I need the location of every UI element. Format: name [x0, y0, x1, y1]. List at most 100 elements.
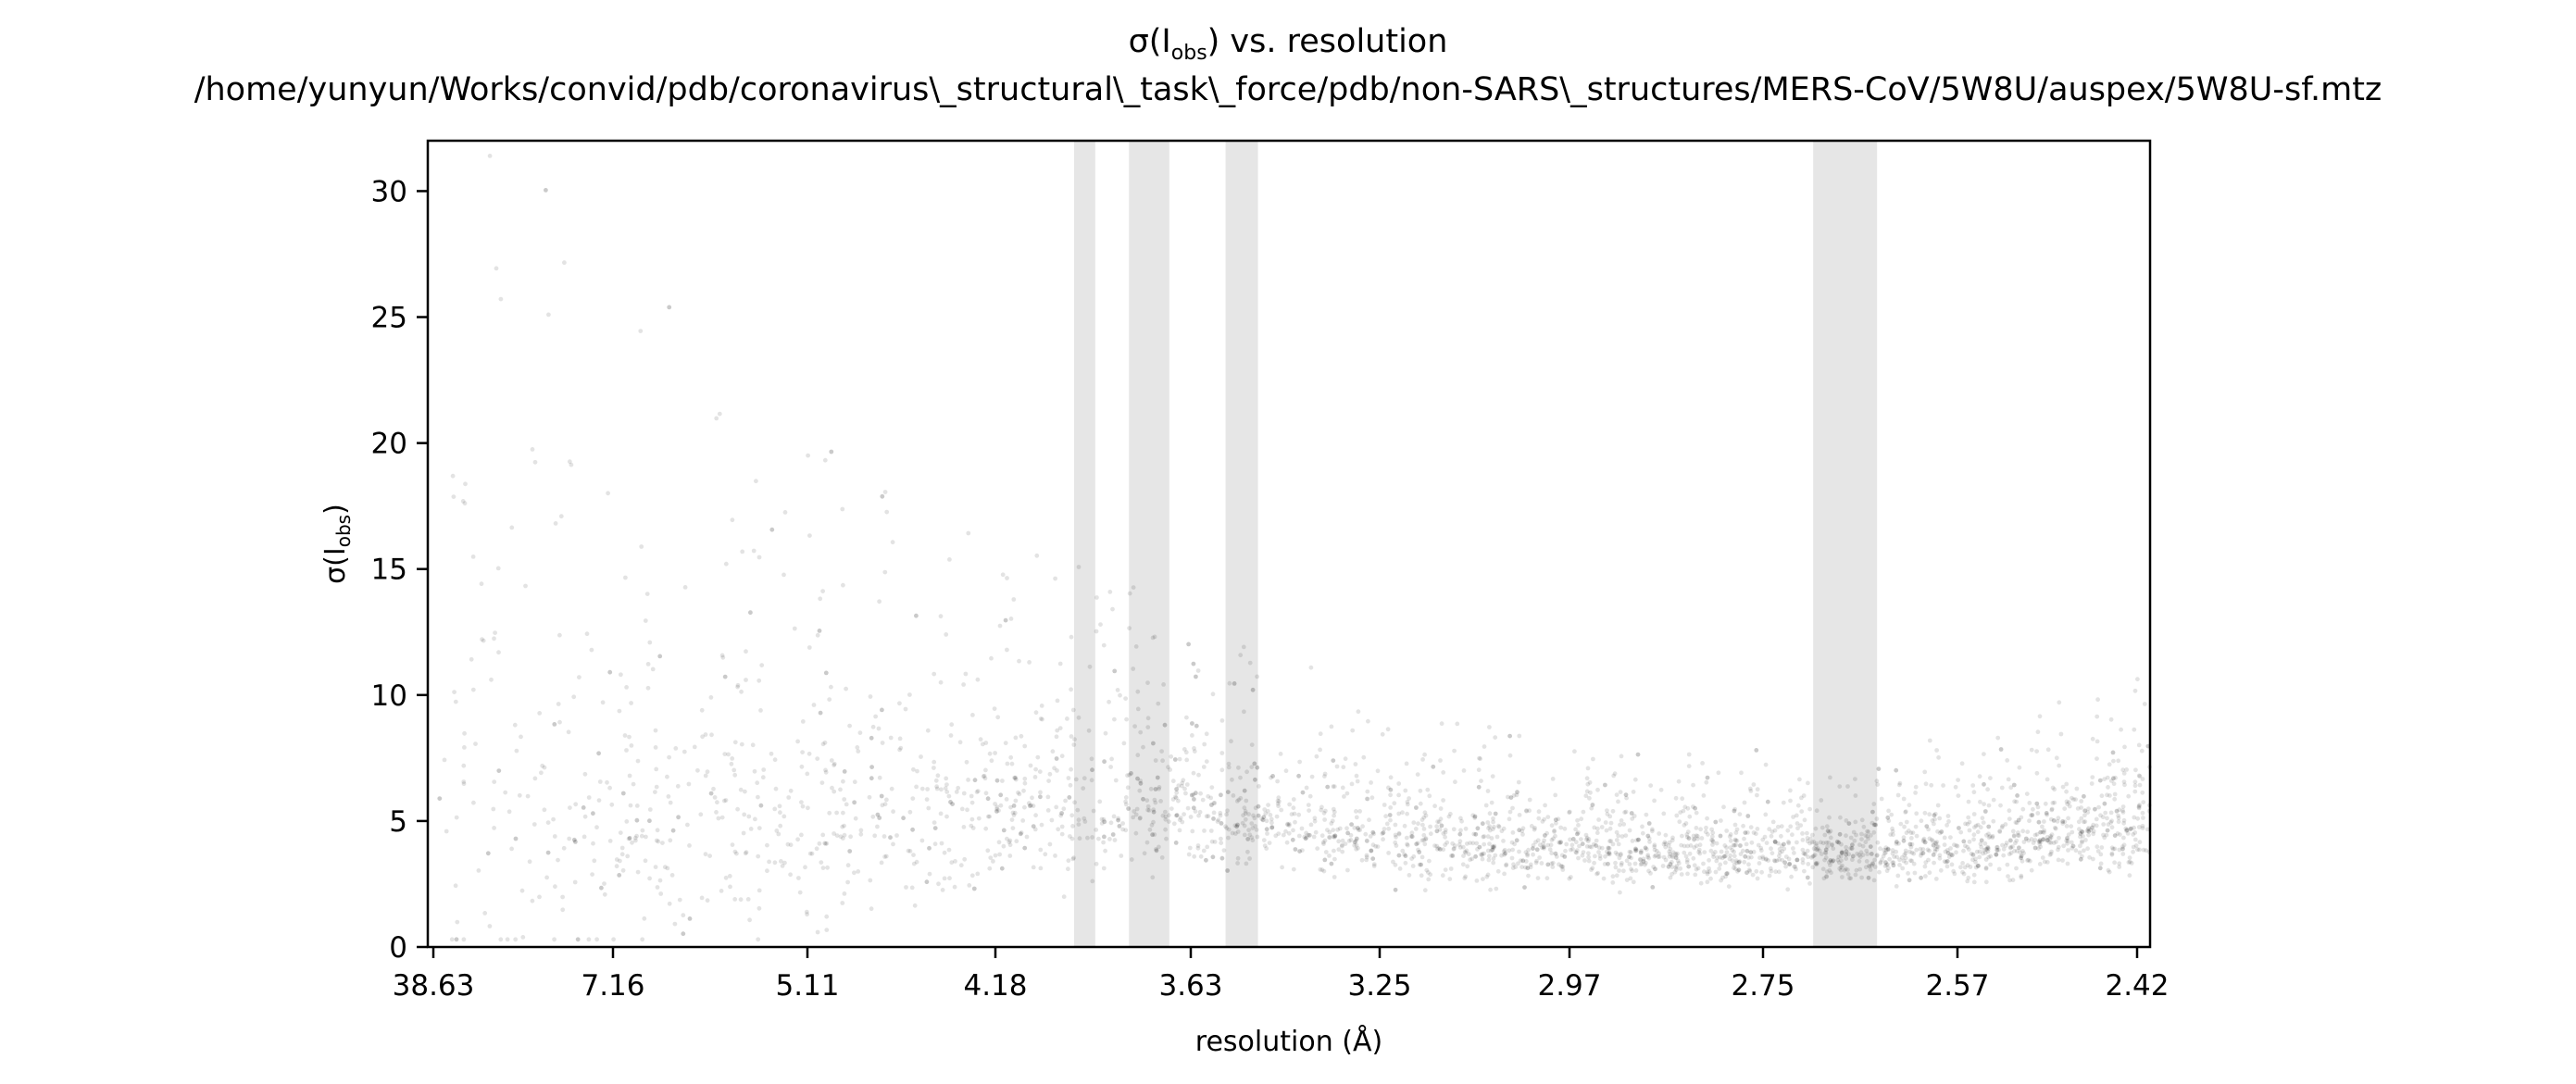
scatter-point: [845, 863, 851, 868]
scatter-point: [1730, 858, 1735, 864]
scatter-point: [1857, 866, 1863, 872]
scatter-point: [2036, 846, 2042, 851]
scatter-point: [1046, 779, 1051, 783]
scatter-point: [1068, 782, 1073, 788]
scatter-point: [1204, 857, 1208, 863]
scatter-point: [2010, 844, 2015, 849]
scatter-point: [2135, 816, 2141, 821]
scatter-point: [1013, 735, 1019, 741]
scatter-point: [758, 708, 763, 713]
scatter-point: [1363, 831, 1369, 837]
scatter-point: [829, 449, 834, 455]
scatter-point: [1982, 809, 1988, 814]
scatter-point: [1580, 841, 1585, 847]
scatter-point: [911, 766, 916, 772]
scatter-point: [975, 677, 981, 682]
chart-title: σ(Iobs) vs. resolution: [1128, 23, 1448, 65]
scatter-point: [1522, 885, 1527, 890]
scatter-point: [1230, 777, 1234, 782]
scatter-point: [792, 626, 797, 631]
scatter-point: [1186, 852, 1192, 857]
scatter-point: [1421, 832, 1427, 838]
scatter-point: [2066, 832, 2071, 837]
scatter-point: [720, 654, 726, 660]
scatter-point: [1645, 833, 1651, 839]
scatter-point: [1825, 844, 1830, 849]
scatter-point: [1485, 872, 1491, 878]
scatter-point: [1473, 853, 1478, 859]
scatter-point: [517, 792, 522, 798]
scatter-point: [1146, 808, 1152, 813]
scatter-point: [1370, 829, 1376, 835]
scatter-point: [1688, 843, 1694, 848]
scatter-point: [1190, 733, 1194, 738]
scatter-point: [1411, 853, 1417, 859]
scatter-point: [760, 775, 766, 780]
scatter-point: [1535, 876, 1541, 880]
scatter-point: [2030, 813, 2035, 817]
scatter-point: [1388, 805, 1394, 810]
scatter-point: [1616, 799, 1620, 804]
scatter-point: [462, 730, 467, 736]
scatter-point: [1913, 791, 1919, 795]
scatter-point: [2135, 677, 2140, 682]
scatter-point: [869, 776, 874, 781]
scatter-point: [832, 789, 837, 794]
scatter-point: [620, 791, 626, 796]
scatter-point: [1606, 845, 1610, 851]
scatter-point: [1827, 829, 1832, 835]
scatter-point: [1932, 860, 1937, 866]
scatter-point: [1884, 868, 1890, 874]
scatter-point: [1874, 853, 1880, 858]
scatter-point: [2021, 851, 2027, 855]
scatter-point: [471, 800, 476, 805]
scatter-point: [628, 803, 633, 808]
scatter-point: [708, 695, 714, 700]
scatter-point: [2020, 858, 2025, 864]
scatter-point: [2034, 801, 2040, 806]
scatter-point: [1789, 874, 1794, 879]
scatter-point: [1501, 849, 1507, 854]
scatter-point: [1931, 842, 1936, 848]
scatter-point: [1975, 863, 1981, 868]
scatter-point: [1748, 825, 1754, 829]
scatter-point: [714, 810, 719, 815]
scatter-point: [1243, 811, 1248, 816]
scatter-point: [655, 828, 660, 833]
scatter-point: [1859, 817, 1865, 823]
scatter-point: [1631, 879, 1636, 885]
scatter-point: [647, 818, 652, 824]
scatter-point: [1340, 842, 1344, 848]
scatter-point: [1507, 753, 1513, 758]
scatter-point: [1923, 781, 1929, 787]
scatter-point: [2066, 848, 2070, 853]
scatter-point: [1032, 775, 1038, 779]
scatter-point: [1639, 861, 1644, 866]
scatter-point: [1094, 595, 1099, 600]
scatter-point: [1819, 852, 1824, 856]
scatter-point: [876, 726, 882, 731]
scatter-point: [2015, 793, 2020, 798]
scatter-point: [1839, 865, 1844, 870]
scatter-point: [1641, 856, 1646, 862]
scatter-point: [2065, 839, 2070, 843]
scatter-point: [2095, 844, 2100, 850]
scatter-point: [1269, 825, 1275, 830]
scatter-point: [1582, 858, 1587, 863]
scatter-point: [1590, 803, 1595, 807]
scatter-point: [1695, 866, 1701, 871]
scatter-point: [1252, 761, 1257, 766]
scatter-point: [1491, 816, 1495, 821]
scatter-point: [1837, 831, 1843, 837]
scatter-point: [1794, 813, 1799, 818]
scatter-point: [1141, 796, 1145, 802]
scatter-point: [1183, 750, 1189, 755]
scatter-point: [1319, 833, 1325, 839]
scatter-point: [2108, 820, 2114, 825]
scatter-point: [590, 872, 594, 877]
scatter-point: [1610, 808, 1616, 814]
scatter-point: [1971, 832, 1977, 838]
scatter-point: [1795, 826, 1800, 831]
scatter-point: [2136, 825, 2142, 829]
scatter-point: [1520, 858, 1526, 864]
